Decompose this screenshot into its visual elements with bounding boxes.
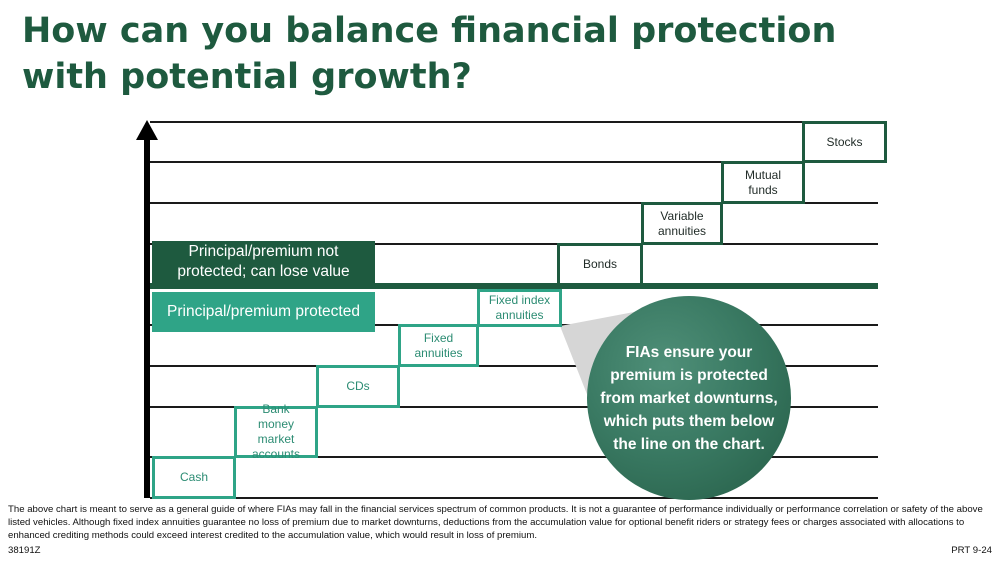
grid-line <box>150 161 878 163</box>
step-cds: CDs <box>316 365 400 408</box>
protection-divider-line <box>150 283 878 289</box>
step-bonds: Bonds <box>557 243 643 286</box>
page-title: How can you balance financial protection… <box>22 11 837 97</box>
disclaimer-text: The above chart is meant to serve as a g… <box>8 504 983 541</box>
step-fixed-index-annuities: Fixed index annuities <box>477 289 562 327</box>
grid-line <box>150 365 878 367</box>
grid-line <box>150 406 878 408</box>
page-code: PRT 9-24 <box>951 545 992 556</box>
fia-callout: FIAs ensure your premium is protected fr… <box>587 296 791 500</box>
step-bank-money-market-accounts: Bank money market accounts <box>234 402 318 461</box>
protected-label: Principal/premium protected <box>152 292 375 332</box>
growth-axis-line <box>144 138 150 498</box>
grid-line <box>150 202 878 204</box>
document-code: 38191Z <box>8 545 41 556</box>
step-cash: Cash <box>152 456 236 499</box>
step-variable-annuities: Variable annuities <box>641 202 723 245</box>
grid-line <box>150 243 878 245</box>
grid-line <box>150 121 878 123</box>
grid-line <box>150 497 878 499</box>
step-fixed-annuities: Fixed annuities <box>398 324 479 367</box>
arrow-up-icon <box>136 120 158 140</box>
step-stocks: Stocks <box>802 121 887 163</box>
grid-line <box>150 456 878 458</box>
not-protected-label: Principal/premium not protected; can los… <box>152 241 375 283</box>
step-mutual-funds: Mutual funds <box>721 161 805 204</box>
